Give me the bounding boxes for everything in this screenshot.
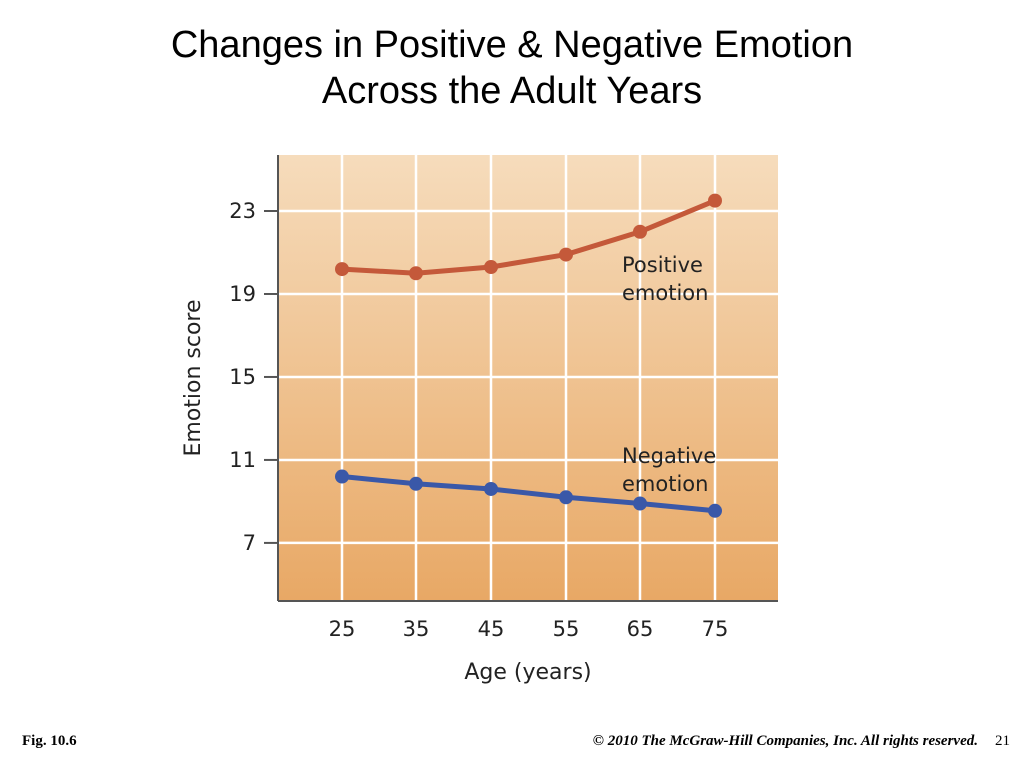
grid-lines [278, 155, 778, 601]
negative-emotion-point-35 [409, 476, 423, 491]
x-tick-label-65: 65 [627, 617, 654, 641]
x-axis-label: Age (years) [464, 660, 591, 685]
positive-emotion-point-45 [484, 260, 498, 275]
copyright-notice: © 2010 The McGraw-Hill Companies, Inc. A… [592, 733, 978, 749]
title-line-2: Across the Adult Years [321, 70, 703, 112]
y-tick-label-15: 15 [229, 365, 256, 389]
series-labels: Positive emotion Negative emotion [622, 253, 716, 496]
negative-emotion-point-55 [559, 490, 573, 505]
page-number: 21 [995, 733, 1010, 749]
negative-emotion-point-25 [335, 469, 349, 484]
negative-emotion-point-75 [708, 503, 722, 518]
x-tick-label-35: 35 [403, 617, 430, 641]
figure-label: Fig. 10.6 [22, 733, 77, 749]
negative-emotion-label-line-1: Negative [622, 444, 716, 468]
tick-labels: 7 11 15 19 23 25 35 45 55 65 75 [229, 199, 728, 641]
positive-emotion-point-75 [708, 193, 722, 208]
y-axis-label: Emotion score [181, 299, 206, 456]
negative-emotion-point-45 [484, 481, 498, 496]
series-group [335, 193, 722, 518]
positive-emotion-label-line-2: emotion [622, 281, 708, 305]
axes [264, 155, 778, 602]
title-line-1: Changes in Positive & Negative Emotion [170, 24, 854, 66]
y-tick-label-23: 23 [229, 199, 256, 223]
positive-emotion-point-65 [633, 224, 647, 239]
slide-title: Changes in Positive & Negative Emotion A… [0, 22, 1024, 114]
negative-emotion-label-line-2: emotion [622, 472, 708, 496]
x-tick-label-25: 25 [329, 617, 356, 641]
x-tick-label-55: 55 [553, 617, 580, 641]
x-tick-label-45: 45 [478, 617, 505, 641]
positive-emotion-point-55 [559, 247, 573, 262]
positive-emotion-line [339, 198, 718, 276]
positive-emotion-point-25 [335, 262, 349, 277]
positive-emotion-point-35 [409, 266, 423, 281]
y-tick-label-11: 11 [229, 448, 256, 472]
y-tick-label-7: 7 [243, 531, 256, 555]
negative-emotion-line [339, 474, 718, 514]
x-tick-label-75: 75 [702, 617, 729, 641]
y-tick-label-19: 19 [229, 282, 256, 306]
negative-emotion-point-65 [633, 496, 647, 511]
positive-emotion-label-line-1: Positive [622, 253, 703, 277]
